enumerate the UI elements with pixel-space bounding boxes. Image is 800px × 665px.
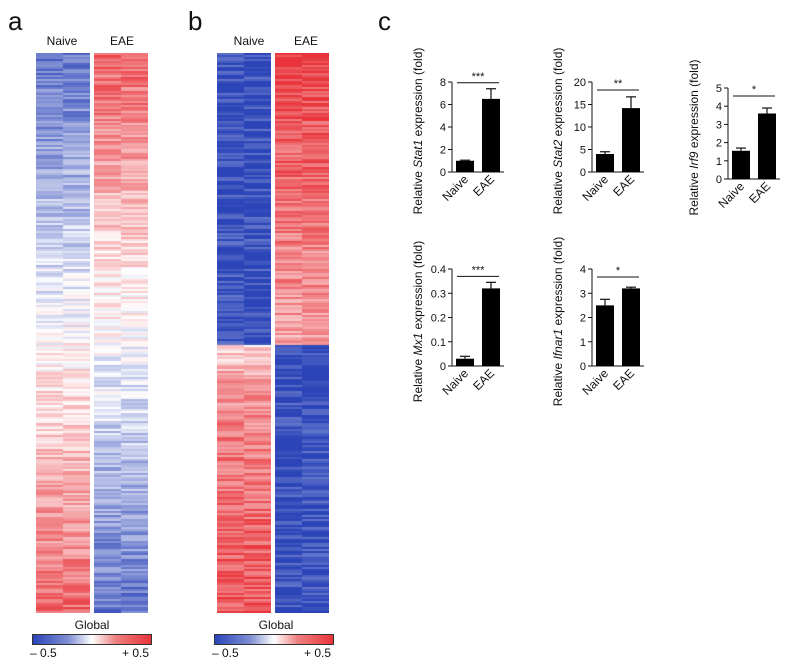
bar-eae [622, 288, 640, 366]
colorbar-a [32, 634, 152, 645]
panel-letter-c: c [378, 6, 391, 36]
y-tick-label: 6 [440, 100, 446, 112]
y-axis-label: Relative Ifnar1 expression (fold) [551, 237, 565, 406]
y-axis-label-gene: Irf9 [687, 151, 701, 169]
colorbar-b-min: – 0.5 [212, 646, 239, 660]
heatmap-a-col-naive: Naive [46, 34, 78, 48]
colorbar-b-max: + 0.5 [304, 646, 332, 660]
y-axis-label-gene: Ifnar1 [551, 329, 565, 360]
y-axis-label-prefix: Relative [551, 168, 565, 215]
y-tick-label: 0 [440, 167, 446, 179]
y-tick-label: 15 [574, 100, 586, 112]
panel-letter-a: a [8, 6, 23, 36]
significance-stars: * [752, 84, 757, 96]
heatmap-a-footer: Global [74, 618, 110, 632]
y-axis-label-suffix: expression (fold) [551, 237, 565, 329]
x-tick-label-eae: EAE [470, 366, 497, 393]
bar-eae [758, 113, 776, 179]
y-axis-label-prefix: Relative [687, 169, 701, 216]
heatmap-b-naive-block [217, 53, 271, 613]
bar-eae [482, 288, 500, 366]
y-tick-label: 3 [580, 288, 586, 300]
y-tick-label: 4 [440, 122, 446, 134]
y-tick-label: 0.2 [431, 313, 446, 325]
y-tick-label: 2 [440, 145, 446, 157]
heatmap-b-footer: Global [258, 618, 294, 632]
y-tick-label: 0.3 [431, 288, 446, 300]
colorbar-a-max: + 0.5 [122, 646, 150, 660]
bar-naive [596, 305, 614, 366]
heatmap-b-col-naive: Naive [233, 34, 265, 48]
heatmap-b-col-eae: EAE [293, 34, 318, 48]
panel-letter-b: b [188, 6, 203, 36]
x-tick-label-eae: EAE [746, 179, 773, 206]
y-tick-label: 2 [716, 138, 722, 150]
significance-stars: * [616, 265, 621, 277]
y-tick-label: 1 [716, 156, 722, 168]
y-axis-label-gene: Stat2 [551, 139, 565, 167]
x-tick-label-eae: EAE [470, 172, 497, 199]
y-tick-label: 5 [580, 145, 586, 157]
y-axis-label-prefix: Relative [411, 168, 425, 215]
heatmap-a-col-eae: EAE [109, 34, 134, 48]
y-axis-label-gene: Mx1 [411, 333, 425, 356]
bar-naive [596, 154, 614, 172]
y-tick-label: 4 [580, 264, 586, 276]
y-tick-label: 20 [574, 77, 586, 89]
heatmap-a-naive-block [36, 53, 90, 613]
y-axis-label: Relative Mx1 expression (fold) [411, 241, 425, 402]
y-axis-label-prefix: Relative [411, 356, 425, 403]
y-tick-label: 0.4 [431, 264, 446, 276]
y-tick-label: 0.1 [431, 337, 446, 349]
bar-naive [732, 150, 750, 179]
y-axis-label-prefix: Relative [551, 360, 565, 407]
y-axis-label: Relative Irf9 expression (fold) [687, 59, 701, 215]
x-tick-label-eae: EAE [610, 172, 637, 199]
bar-naive [456, 358, 474, 366]
significance-stars: *** [472, 71, 486, 83]
y-tick-label: 10 [574, 122, 586, 134]
y-axis-label: Relative Stat1 expression (fold) [411, 48, 425, 215]
bar-naive [456, 160, 474, 172]
y-tick-label: 4 [716, 101, 722, 113]
y-tick-label: 3 [716, 119, 722, 131]
bar-eae [622, 108, 640, 172]
y-axis-label-suffix: expression (fold) [411, 241, 425, 333]
y-axis-label: Relative Stat2 expression (fold) [551, 48, 565, 215]
heatmap-a-eae-block [94, 53, 148, 613]
y-tick-label: 8 [440, 77, 446, 89]
y-tick-label: 2 [580, 313, 586, 325]
y-tick-label: 0 [716, 174, 722, 186]
significance-stars: *** [472, 264, 486, 276]
heatmap-b-eae-block [275, 53, 329, 613]
y-tick-label: 1 [580, 337, 586, 349]
colorbar-b [214, 634, 334, 645]
y-tick-label: 0 [440, 361, 446, 373]
y-axis-label-gene: Stat1 [411, 140, 425, 168]
y-tick-label: 5 [716, 83, 722, 95]
y-axis-label-suffix: expression (fold) [411, 48, 425, 140]
x-tick-label-eae: EAE [610, 366, 637, 393]
y-tick-label: 0 [580, 167, 586, 179]
y-tick-label: 0 [580, 361, 586, 373]
significance-stars: ** [614, 78, 623, 90]
bar-eae [482, 98, 500, 172]
colorbar-a-min: – 0.5 [30, 646, 57, 660]
y-axis-label-suffix: expression (fold) [687, 59, 701, 151]
y-axis-label-suffix: expression (fold) [551, 48, 565, 140]
